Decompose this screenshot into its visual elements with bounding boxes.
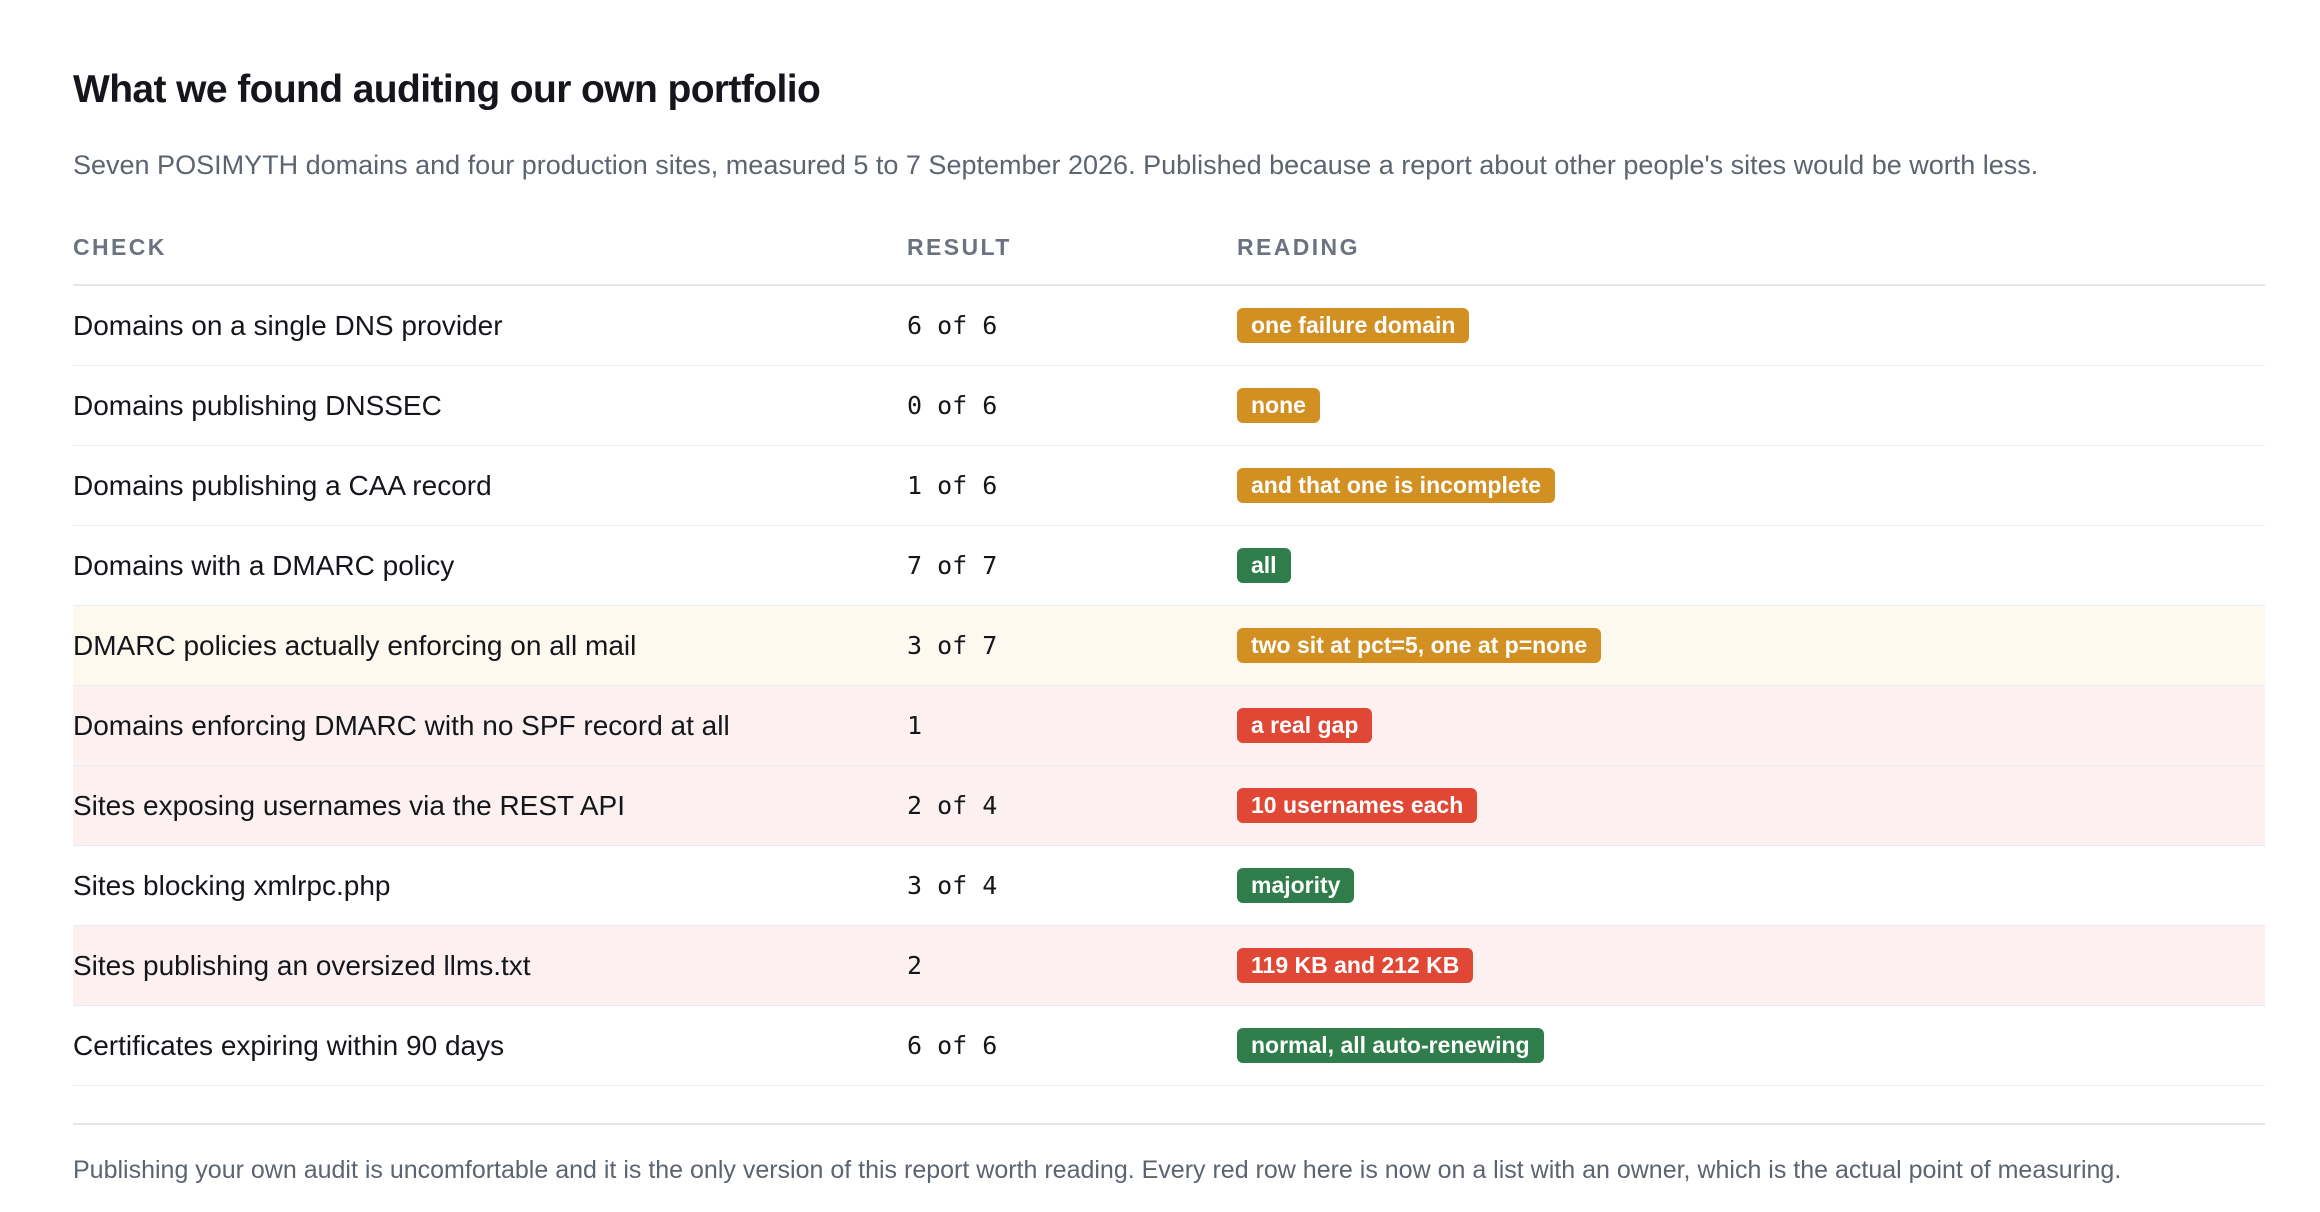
- result-cell: 1: [907, 711, 923, 740]
- result-cell: 7 of 7: [907, 551, 998, 580]
- page-title: What we found auditing our own portfolio: [73, 68, 821, 111]
- check-cell: Domains publishing a CAA record: [73, 469, 492, 501]
- result-cell: 3 of 7: [907, 631, 998, 660]
- result-cell: 2: [907, 951, 923, 980]
- reading-badge: all: [1237, 548, 1291, 583]
- check-cell: Certificates expiring within 90 days: [73, 1029, 505, 1061]
- check-cell: Sites publishing an oversized llms.txt: [73, 949, 531, 981]
- reading-badge: a real gap: [1237, 708, 1373, 743]
- result-cell: 0 of 6: [907, 391, 998, 420]
- reading-badge: 119 KB and 212 KB: [1237, 948, 1474, 983]
- column-header-check: CHECK: [73, 234, 167, 260]
- audit-report: What we found auditing our own portfolio…: [73, 60, 2265, 1187]
- table-row: Domains publishing DNSSEC 0 of 6 none: [73, 366, 2265, 446]
- check-cell: Sites exposing usernames via the REST AP…: [73, 789, 625, 821]
- reading-badge: one failure domain: [1237, 308, 1470, 343]
- reading-badge: and that one is incomplete: [1237, 468, 1556, 503]
- check-cell: Domains with a DMARC policy: [73, 549, 455, 581]
- footer-note: Publishing your own audit is uncomfortab…: [73, 1156, 2122, 1184]
- reading-badge: normal, all auto-renewing: [1237, 1028, 1544, 1063]
- table-row-alert: Domains enforcing DMARC with no SPF reco…: [73, 686, 2265, 766]
- reading-badge: two sit at pct=5, one at p=none: [1237, 628, 1602, 663]
- table-row: Certificates expiring within 90 days 6 o…: [73, 1006, 2265, 1086]
- table-row: Domains publishing a CAA record 1 of 6 a…: [73, 446, 2265, 526]
- reading-badge: none: [1237, 388, 1320, 423]
- check-cell: DMARC policies actually enforcing on all…: [73, 629, 637, 661]
- result-cell: 6 of 6: [907, 311, 998, 340]
- result-cell: 1 of 6: [907, 471, 998, 500]
- result-cell: 6 of 6: [907, 1031, 998, 1060]
- result-cell: 2 of 4: [907, 791, 998, 820]
- check-cell: Sites blocking xmlrpc.php: [73, 869, 391, 901]
- footer-divider: [73, 1123, 2265, 1125]
- check-cell: Domains on a single DNS provider: [73, 309, 503, 341]
- table-row: Sites blocking xmlrpc.php 3 of 4 majorit…: [73, 846, 2265, 926]
- table-row-warning: DMARC policies actually enforcing on all…: [73, 606, 2265, 686]
- check-cell: Domains enforcing DMARC with no SPF reco…: [73, 709, 730, 741]
- table-row: Domains with a DMARC policy 7 of 7 all: [73, 526, 2265, 606]
- result-cell: 3 of 4: [907, 871, 998, 900]
- table-row-alert: Sites exposing usernames via the REST AP…: [73, 766, 2265, 846]
- table-body: Domains on a single DNS provider 6 of 6 …: [73, 286, 2265, 1086]
- reading-badge: 10 usernames each: [1237, 788, 1478, 823]
- table-row: Domains on a single DNS provider 6 of 6 …: [73, 286, 2265, 366]
- table-row-alert: Sites publishing an oversized llms.txt 2…: [73, 926, 2265, 1006]
- reading-badge: majority: [1237, 868, 1355, 903]
- check-cell: Domains publishing DNSSEC: [73, 389, 442, 421]
- column-header-result: RESULT: [907, 234, 1012, 260]
- page-subtitle: Seven POSIMYTH domains and four producti…: [73, 150, 2039, 180]
- table-header: CHECK RESULT READING: [73, 232, 2265, 286]
- column-header-reading: READING: [1237, 234, 1360, 260]
